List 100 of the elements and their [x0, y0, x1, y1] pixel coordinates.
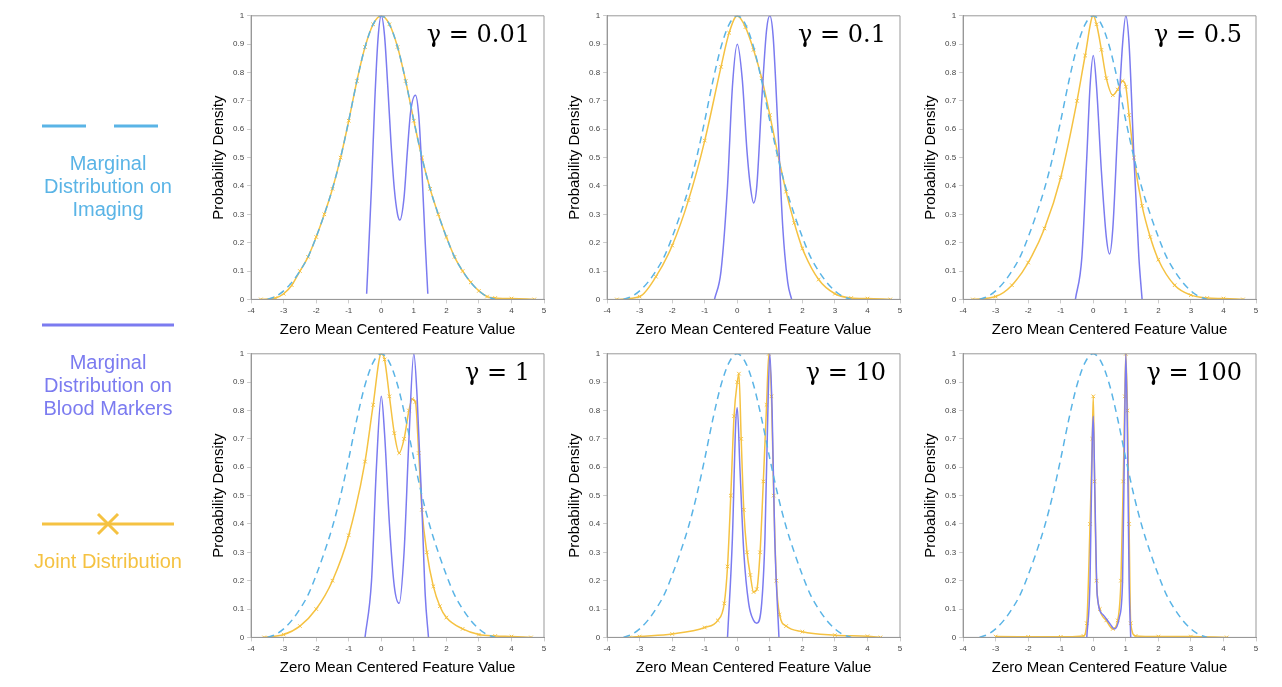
- x-tick-label: 0: [735, 306, 741, 316]
- y-tick-label: 0.1: [233, 603, 245, 613]
- y-tick-label: 0.5: [589, 490, 601, 500]
- y-tick-label: 0.1: [589, 603, 601, 613]
- x-tick-label: 3: [832, 306, 838, 316]
- y-tick-label: 0.9: [589, 376, 601, 386]
- y-tick-label: 0.9: [233, 376, 245, 386]
- y-axis-title: Probability Density: [565, 432, 583, 558]
- y-tick-label: 0.9: [945, 376, 957, 386]
- y-tick-label: 0.1: [589, 266, 601, 276]
- y-tick-label: 0.5: [233, 490, 245, 500]
- x-tick-label: -1: [1057, 306, 1065, 316]
- x-tick-label: -4: [959, 643, 968, 653]
- x-tick-label: -4: [959, 306, 968, 316]
- y-tick-label: 0.6: [945, 461, 957, 471]
- y-tick-label: 0.6: [233, 124, 245, 134]
- y-tick-label: 0.4: [233, 181, 245, 191]
- x-tick-label: -1: [345, 306, 353, 316]
- x-tick-label: 5: [1253, 643, 1259, 653]
- x-tick-label: 3: [476, 306, 482, 316]
- x-tick-label: 1: [1123, 643, 1129, 653]
- annotation: γ = 100: [1146, 357, 1242, 386]
- x-axis-title: Zero Mean Centered Feature Value: [279, 320, 516, 338]
- y-tick-label: 0.4: [945, 181, 957, 191]
- x-tick-label: 1: [767, 306, 773, 316]
- y-tick-label: 0.8: [589, 405, 601, 415]
- x-tick-label: 1: [411, 306, 417, 316]
- x-tick-label: 2: [1156, 306, 1162, 316]
- y-tick-label: 0.3: [233, 209, 245, 219]
- x-tick-label: 2: [1156, 643, 1162, 653]
- y-tick-label: 0.5: [233, 152, 245, 162]
- x-tick-label: 2: [444, 306, 450, 316]
- x-tick-label: -3: [636, 643, 644, 653]
- x-tick-label: 0: [735, 643, 741, 653]
- y-tick-label: 0: [595, 632, 601, 642]
- y-axis-title: Probability Density: [209, 432, 227, 558]
- y-tick-label: 0.3: [233, 547, 245, 557]
- y-tick-label: 0.3: [945, 547, 957, 557]
- x-axis-title: Zero Mean Centered Feature Value: [991, 320, 1228, 338]
- x-axis-title: Zero Mean Centered Feature Value: [279, 657, 516, 675]
- x-tick-label: 0: [1091, 306, 1097, 316]
- x-tick-label: 1: [767, 643, 773, 653]
- y-tick-label: 0.5: [945, 152, 957, 162]
- y-tick-label: 0.8: [945, 67, 957, 77]
- x-tick-label: 4: [1221, 306, 1227, 316]
- text: Marginal Distribution on Blood Markers: [42, 351, 174, 420]
- y-tick-label: 0.7: [233, 433, 245, 443]
- y-axis-title: Probability Density: [921, 94, 939, 220]
- x-tick-label: 4: [865, 306, 871, 316]
- x-tick-label: -2: [312, 306, 321, 316]
- x-tick-label: -3: [280, 306, 288, 316]
- x-tick-label: -2: [1024, 306, 1033, 316]
- x-tick-label: 3: [832, 643, 838, 653]
- annotation: γ = 10: [805, 357, 886, 386]
- y-tick-label: 0.8: [945, 405, 957, 415]
- x-tick-label: 1: [1123, 306, 1129, 316]
- y-tick-label: 0.4: [945, 518, 957, 528]
- x-tick-label: 4: [509, 643, 515, 653]
- y-tick-label: 0.6: [589, 461, 601, 471]
- y-tick-label: 0.7: [589, 433, 601, 443]
- y-tick-label: 0.7: [945, 96, 957, 106]
- y-tick-label: 0.3: [589, 209, 601, 219]
- y-tick-label: 0.9: [233, 39, 245, 49]
- x-tick-label: 5: [897, 306, 903, 316]
- x-tick-label: -4: [603, 306, 612, 316]
- text: Marginal Distribution on Imaging: [43, 152, 173, 221]
- x-axis-title: Zero Mean Centered Feature Value: [635, 320, 872, 338]
- y-tick-label: 0.8: [233, 405, 245, 415]
- x-tick-label: 0: [379, 643, 385, 653]
- y-tick-label: 0.3: [589, 547, 601, 557]
- y-tick-label: 1: [595, 348, 601, 358]
- y-tick-label: 0.2: [233, 575, 245, 585]
- x-tick-label: -1: [701, 643, 709, 653]
- x-tick-label: -4: [247, 643, 256, 653]
- y-tick-label: 0.6: [233, 461, 245, 471]
- x-tick-label: 5: [541, 306, 547, 316]
- x-tick-label: -4: [603, 643, 612, 653]
- y-tick-label: 0.2: [589, 237, 601, 247]
- x-tick-label: 3: [476, 643, 482, 653]
- x-tick-label: 2: [800, 643, 806, 653]
- y-tick-label: 0: [239, 632, 245, 642]
- y-tick-label: 0.1: [233, 266, 245, 276]
- y-tick-label: 0.8: [233, 67, 245, 77]
- x-axis-title: Zero Mean Centered Feature Value: [635, 657, 872, 675]
- y-tick-label: 0.4: [589, 181, 601, 191]
- y-tick-label: 1: [239, 348, 245, 358]
- y-tick-label: 0.2: [589, 575, 601, 585]
- annotation: γ = 0.1: [798, 20, 886, 49]
- annotation: γ = 1: [465, 357, 530, 386]
- x-tick-label: 0: [1091, 643, 1097, 653]
- annotation: γ = 0.01: [426, 20, 530, 49]
- y-tick-label: 0.9: [589, 39, 601, 49]
- y-tick-label: 0.7: [589, 96, 601, 106]
- y-tick-label: 0.7: [945, 433, 957, 443]
- y-tick-label: 1: [951, 348, 957, 358]
- y-tick-label: 0.3: [945, 209, 957, 219]
- y-tick-label: 0.2: [945, 237, 957, 247]
- x-tick-label: 4: [1221, 643, 1227, 653]
- x-tick-label: 2: [444, 643, 450, 653]
- x-tick-label: -4: [247, 306, 256, 316]
